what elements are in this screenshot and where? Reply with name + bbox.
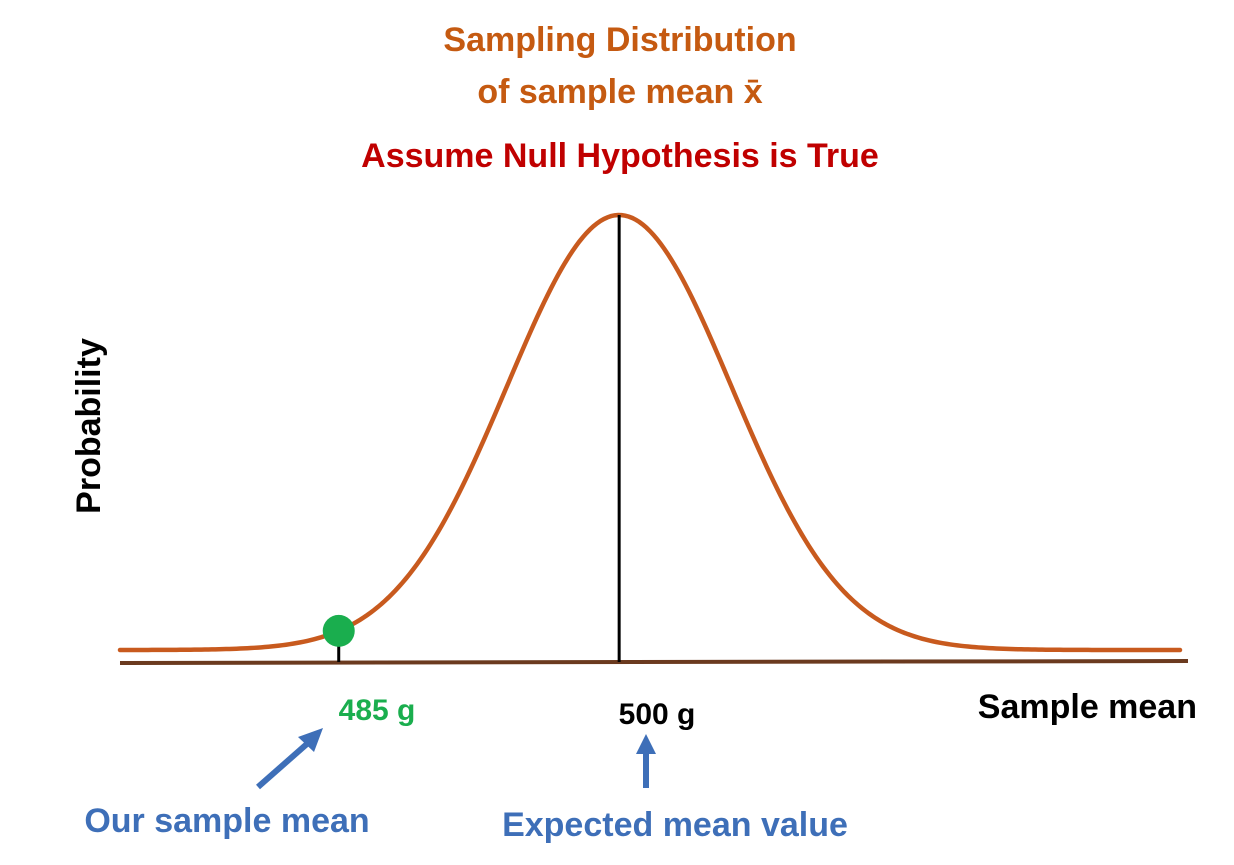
sample-value-label: 485 g (339, 694, 416, 727)
distribution-curve (117, 212, 1183, 653)
x-axis-label: Sample mean (978, 688, 1197, 726)
expected-value-label: 500 g (619, 698, 696, 731)
subtitle: Assume Null Hypothesis is True (361, 137, 879, 175)
expected-caption: Expected mean value (502, 806, 848, 844)
title-line-1: Sampling Distribution (443, 21, 796, 59)
sample-mean-point (322, 614, 355, 647)
x-axis-line (119, 659, 1189, 665)
sample-arrow-icon (256, 728, 323, 790)
y-axis-label: Probability (70, 338, 108, 514)
title-line-2: of sample mean x̄ (477, 73, 762, 111)
sample-caption: Our sample mean (84, 802, 369, 840)
expected-arrow-icon (636, 734, 656, 788)
